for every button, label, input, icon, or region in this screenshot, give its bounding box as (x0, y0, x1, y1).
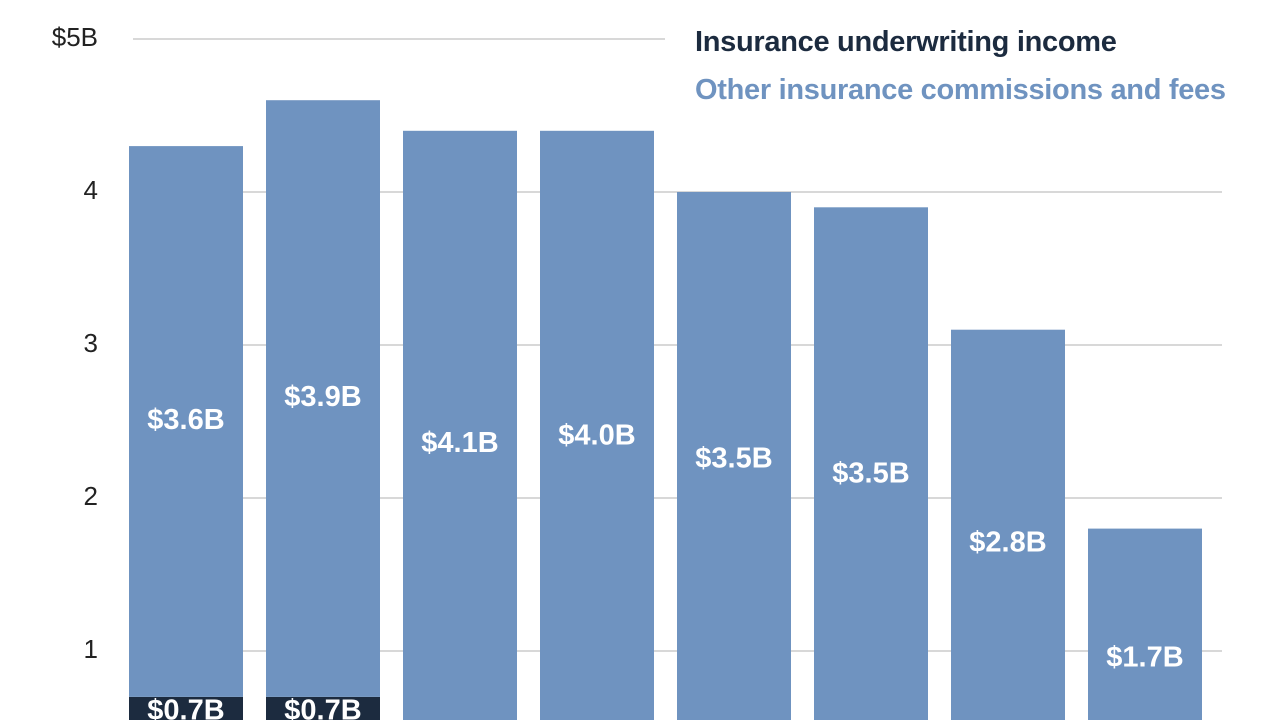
y-tick-label: 2 (84, 481, 98, 511)
bar-segment (677, 192, 791, 720)
value-label: $0.7B (147, 695, 224, 720)
bar-segment (540, 130, 654, 720)
value-label: $3.6B (147, 404, 224, 436)
bar-segment (129, 696, 243, 720)
bar-segment (266, 100, 380, 697)
value-label: $3.9B (284, 381, 361, 413)
y-tick-label: 3 (84, 328, 98, 358)
legend-entry: Other insurance commissions and fees (695, 74, 1226, 106)
bar-segment (266, 696, 380, 720)
value-label: $3.5B (695, 442, 772, 474)
bar-segment (129, 146, 243, 697)
bar-segment (403, 130, 517, 720)
value-label: $2.8B (969, 527, 1046, 559)
bar-segment (814, 207, 928, 720)
value-label: $4.0B (558, 419, 635, 451)
value-label: $0.7B (284, 695, 361, 720)
value-label: $4.1B (421, 427, 498, 459)
value-label: $1.7B (1106, 641, 1183, 673)
y-tick-label: 4 (84, 175, 98, 205)
y-tick-label: $5B (52, 22, 98, 52)
bar-segment (1088, 528, 1202, 720)
bar-segment (951, 329, 1065, 720)
legend-entry: Insurance underwriting income (695, 26, 1117, 58)
value-label: $3.5B (832, 458, 909, 490)
y-tick-label: 1 (84, 634, 98, 664)
